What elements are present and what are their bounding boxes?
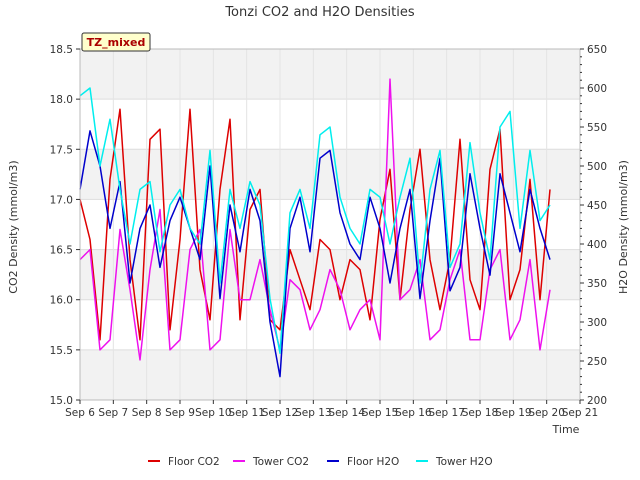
plot-band xyxy=(80,49,580,100)
y-left-tick-label: 15.5 xyxy=(50,345,73,357)
tz-badge-label: TZ_mixed xyxy=(87,36,146,49)
y-left-tick-label: 17.5 xyxy=(50,144,73,156)
legend-item-floor-co2: Floor CO2 xyxy=(148,456,220,468)
legend: Floor CO2 Tower CO2 Floor H2O Tower H2O xyxy=(148,456,493,468)
y-right-tick-label: 450 xyxy=(587,200,607,212)
legend-label: Tower H2O xyxy=(435,456,493,468)
tz-badge: TZ_mixed xyxy=(81,32,151,52)
y-left-tick-label: 15.0 xyxy=(50,395,73,407)
legend-item-floor-h2o: Floor H2O xyxy=(327,456,399,468)
x-tick-label: Sep 16 xyxy=(395,407,432,419)
y-right-tick-label: 400 xyxy=(587,239,607,251)
y-left-tick-label: 16.0 xyxy=(50,295,73,307)
series-line-floor-h2o xyxy=(79,130,551,378)
x-tick-label: Sep 19 xyxy=(495,407,532,419)
x-tick-label: Sep 9 xyxy=(165,407,195,419)
y-left-tick-label: 18.0 xyxy=(50,94,73,106)
x-tick-label: Sep 11 xyxy=(228,407,265,419)
y-right-tick-label: 650 xyxy=(587,44,607,56)
y-axis-right-ticks: 200 250 300 350 400 450 500 550 600 650 xyxy=(580,44,607,407)
legend-label: Tower CO2 xyxy=(252,456,309,468)
x-tick-label: Sep 18 xyxy=(462,407,499,419)
y-right-tick-label: 600 xyxy=(587,83,607,95)
y-right-tick-label: 250 xyxy=(587,356,607,368)
chart-title: Tonzi CO2 and H2O Densities xyxy=(224,5,415,20)
y-left-tick-label: 17.0 xyxy=(50,194,73,206)
legend-label: Floor H2O xyxy=(347,456,399,468)
x-tick-label: Sep 6 xyxy=(65,407,95,419)
x-tick-label: Sep 14 xyxy=(328,407,365,419)
y-right-tick-label: 200 xyxy=(587,395,607,407)
x-tick-label: Sep 21 xyxy=(562,407,599,419)
plot-frame xyxy=(79,48,581,401)
y-right-tick-label: 300 xyxy=(587,317,607,329)
x-tick-label: Sep 20 xyxy=(528,407,565,419)
x-tick-label: Sep 10 xyxy=(195,407,232,419)
legend-item-tower-h2o: Tower H2O xyxy=(416,456,493,468)
y-left-tick-label: 16.5 xyxy=(50,245,73,257)
series-line-floor-co2 xyxy=(79,108,551,341)
x-tick-label: Sep 15 xyxy=(362,407,399,419)
y-axis-left-label: CO2 Density (mmol/m3) xyxy=(7,160,20,293)
y-axis-right-label: H2O Density (mmol/m3) xyxy=(617,160,630,294)
x-tick-label: Sep 17 xyxy=(428,407,465,419)
legend-item-tower-co2: Tower CO2 xyxy=(233,456,309,468)
x-tick-label: Sep 7 xyxy=(98,407,128,419)
series-layer xyxy=(79,78,551,378)
x-tick-label: Sep 13 xyxy=(295,407,332,419)
x-tick-label: Sep 12 xyxy=(262,407,299,419)
y-left-tick-label: 18.5 xyxy=(50,44,73,56)
y-right-tick-label: 500 xyxy=(587,161,607,173)
x-axis-label: Time xyxy=(552,423,580,436)
x-tick-label: Sep 8 xyxy=(132,407,162,419)
series-line-tower-co2 xyxy=(79,78,551,361)
y-right-tick-label: 350 xyxy=(587,278,607,290)
y-axis-left-ticks: 15.0 15.5 16.0 16.5 17.0 17.5 18.0 18.5 xyxy=(50,44,80,407)
series-line-tower-h2o xyxy=(79,87,551,354)
legend-label: Floor CO2 xyxy=(168,456,220,468)
y-right-tick-label: 550 xyxy=(587,122,607,134)
plot-band xyxy=(80,349,580,400)
